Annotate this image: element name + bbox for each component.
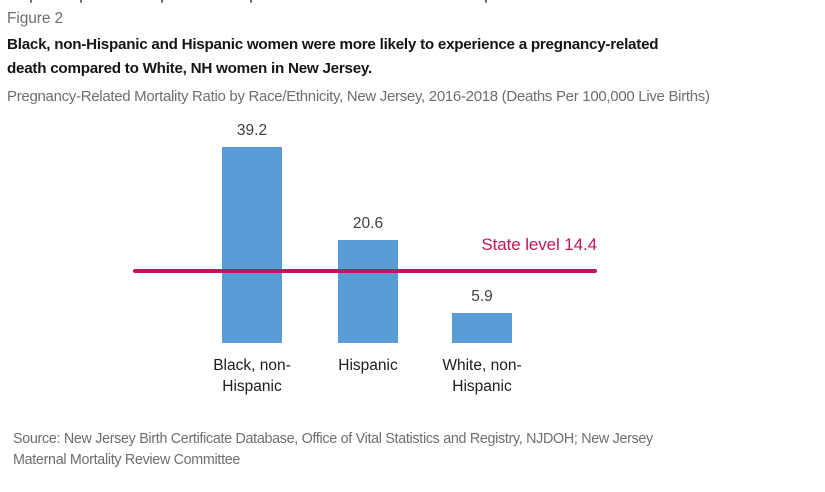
source-note-line-2: Maternal Mortality Review Committee <box>13 452 241 468</box>
reference-line <box>133 269 597 273</box>
source-note: Source: New Jersey Birth Certificate Dat… <box>13 429 653 471</box>
category-label-line: White, non- <box>442 357 522 374</box>
category-label: Hispanic <box>303 355 433 376</box>
bar-chart: 39.2 Black, non- Hispanic 20.6 Hispanic 5.9 Wh… <box>0 115 825 410</box>
source-note-line-1: Source: New Jersey Birth Certificate Dat… <box>13 431 653 447</box>
bar-value-label: 5.9 <box>471 288 493 305</box>
chart-title: Pregnancy-Related Mortality Ratio by Rac… <box>7 88 710 105</box>
bar-value-label: 20.6 <box>352 215 384 232</box>
chart-bar <box>338 240 398 343</box>
category-label-line: Hispanic <box>452 378 512 395</box>
cropped-text-fragment <box>485 0 487 3</box>
chart-bar <box>222 147 282 343</box>
figure-headline-line-2: death compared to White, NH women in New… <box>7 60 372 77</box>
category-label-line: Hispanic <box>222 378 282 395</box>
category-label-line: Black, non- <box>213 357 291 374</box>
category-label: Black, non- Hispanic <box>187 355 317 397</box>
figure-label: Figure 2 <box>7 10 64 27</box>
cropped-text-fragment <box>80 0 82 3</box>
bar-value-label: 39.2 <box>236 122 268 139</box>
reference-line-label: State level 14.4 <box>481 235 597 254</box>
cropped-text-fragment <box>161 0 163 3</box>
category-label: White, non- Hispanic <box>417 355 547 397</box>
cropped-text-fragment <box>30 0 32 3</box>
chart-bar <box>452 313 512 343</box>
category-label-line: Hispanic <box>338 357 398 374</box>
figure-headline-line-1: Black, non-Hispanic and Hispanic women w… <box>7 36 659 53</box>
figure-headline: Black, non-Hispanic and Hispanic women w… <box>7 33 659 81</box>
cropped-text-fragment <box>250 0 252 3</box>
